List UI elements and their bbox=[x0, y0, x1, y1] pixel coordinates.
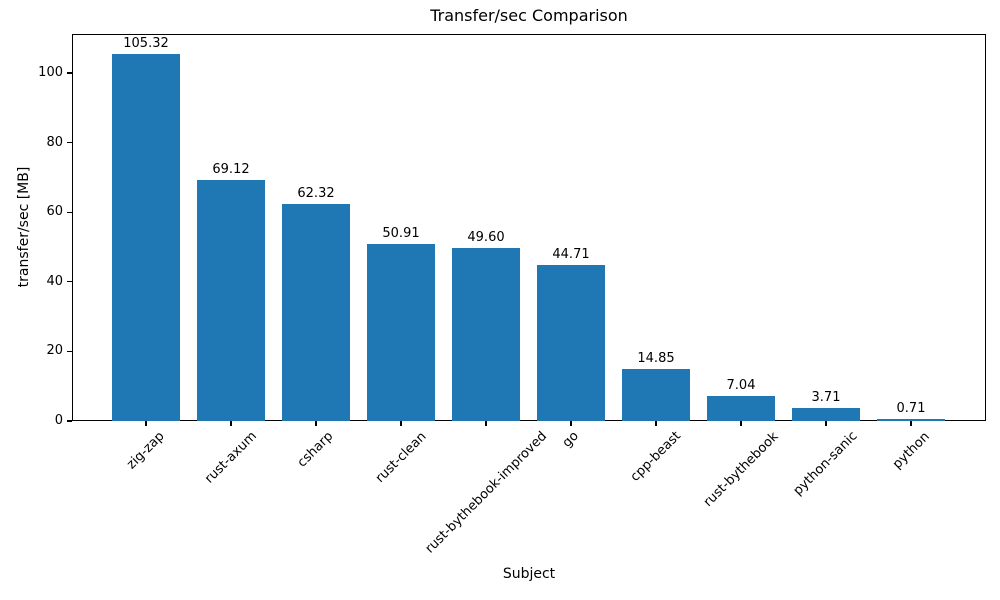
x-tick bbox=[910, 421, 912, 426]
x-tick-label: csharp bbox=[294, 429, 337, 471]
x-tick bbox=[485, 421, 487, 426]
x-tick-label: zig-zap bbox=[124, 428, 168, 473]
x-tick-label: rust-axum bbox=[201, 429, 260, 487]
bar bbox=[197, 180, 265, 421]
x-tick bbox=[145, 421, 147, 426]
y-tick-label: 0 bbox=[54, 413, 63, 428]
bar-value-label: 49.60 bbox=[467, 230, 505, 246]
bar-value-label: 0.71 bbox=[896, 400, 926, 416]
bar-value-label: 69.12 bbox=[212, 162, 250, 178]
y-tick bbox=[67, 281, 72, 283]
x-tick-label: rust-clean bbox=[372, 428, 430, 486]
y-tick-label: 60 bbox=[46, 204, 63, 220]
x-tick bbox=[230, 421, 232, 426]
x-tick-label: go bbox=[559, 428, 582, 451]
x-tick-label: rust-bythebook-improved bbox=[422, 428, 550, 557]
x-axis-label: Subject bbox=[502, 566, 556, 582]
x-tick bbox=[825, 421, 827, 426]
x-tick-label: cpp-beast bbox=[627, 428, 684, 486]
bar-value-label: 7.04 bbox=[726, 378, 756, 394]
bar-value-label: 105.32 bbox=[123, 36, 169, 52]
y-tick-label: 80 bbox=[46, 134, 63, 150]
y-axis-label: transfer/sec [MB] bbox=[16, 166, 32, 288]
y-tick bbox=[67, 350, 72, 352]
bar bbox=[707, 396, 775, 421]
bar-value-label: 50.91 bbox=[382, 225, 420, 241]
y-tick bbox=[67, 141, 72, 144]
bar bbox=[367, 243, 435, 421]
bar bbox=[282, 204, 350, 421]
bar bbox=[537, 265, 605, 421]
bar-value-label: 3.71 bbox=[811, 390, 841, 406]
bar bbox=[622, 369, 690, 421]
bar-value-label: 44.71 bbox=[552, 247, 590, 263]
x-tick bbox=[570, 421, 572, 426]
bar bbox=[792, 408, 860, 421]
x-tick bbox=[740, 421, 742, 426]
bar bbox=[112, 54, 180, 421]
y-tick bbox=[67, 211, 72, 213]
bar bbox=[877, 418, 945, 421]
y-tick-label: 20 bbox=[46, 343, 63, 359]
y-tick bbox=[67, 72, 72, 74]
y-tick-label: 40 bbox=[46, 273, 63, 289]
x-tick-label: python-sanic bbox=[790, 429, 861, 499]
y-tick-label: 100 bbox=[38, 64, 63, 80]
y-tick bbox=[67, 420, 72, 422]
x-tick-label: python bbox=[889, 428, 933, 472]
x-tick bbox=[315, 421, 317, 426]
bar-value-label: 62.32 bbox=[297, 186, 335, 202]
x-tick bbox=[655, 421, 657, 426]
x-tick bbox=[400, 421, 402, 426]
bar-value-label: 14.85 bbox=[637, 351, 675, 367]
x-tick-label: rust-bythebook bbox=[700, 428, 782, 510]
chart-title: Transfer/sec Comparison bbox=[430, 6, 628, 25]
bar bbox=[452, 248, 520, 421]
